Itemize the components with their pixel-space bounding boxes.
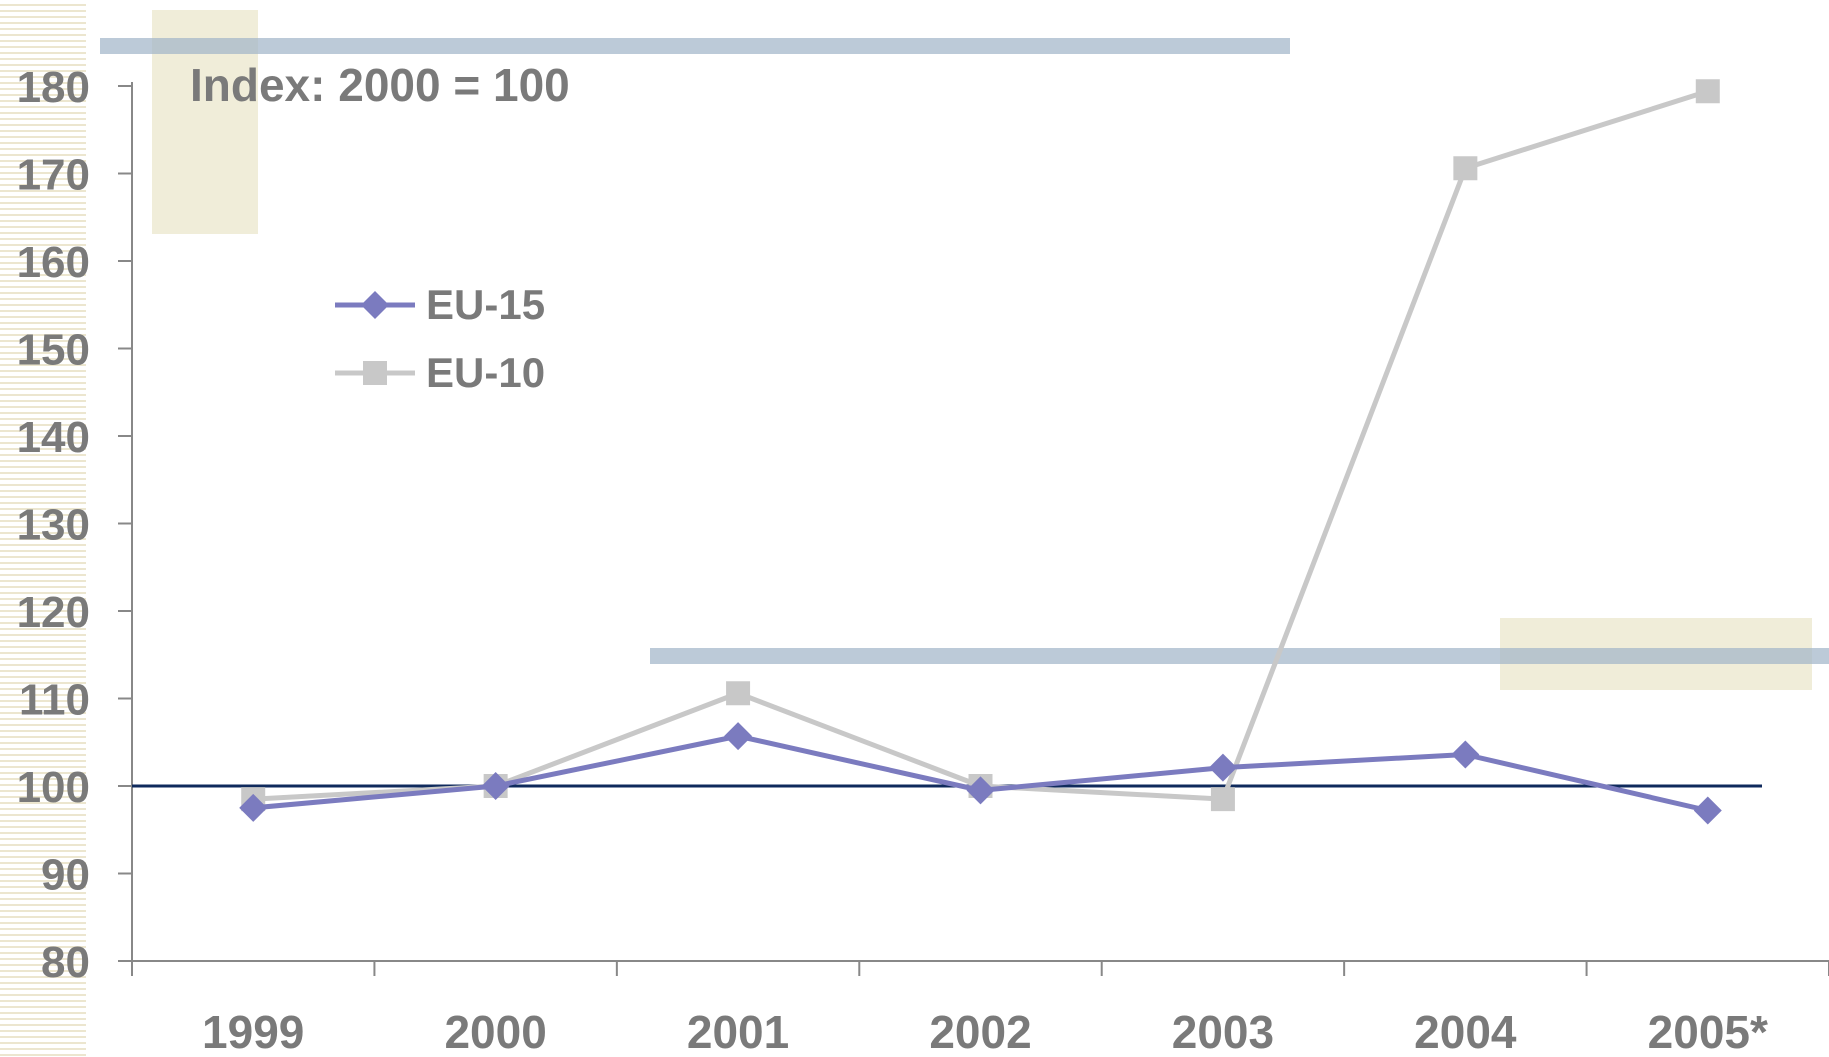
y-tick-label: 170 [17, 151, 90, 200]
decorative-stripe [0, 0, 86, 1057]
decorative-bar-middle [650, 648, 1829, 664]
x-tick-label: 2000 [444, 1006, 546, 1057]
y-tick-label: 80 [41, 938, 90, 987]
series-group [239, 79, 1722, 825]
legend-marker [361, 291, 389, 319]
series-eu-15 [239, 722, 1722, 825]
legend-item: EU-15 [335, 281, 545, 328]
data-point [1451, 740, 1480, 769]
axes [131, 82, 1829, 962]
y-tick-label: 140 [17, 413, 90, 462]
data-point [1453, 156, 1478, 181]
data-point [1695, 79, 1720, 104]
data-point [1693, 796, 1722, 825]
y-tick-label: 160 [17, 238, 90, 287]
x-tick-label: 2004 [1414, 1006, 1517, 1057]
x-tick-label: 2005* [1648, 1006, 1768, 1057]
legend: EU-15 EU-10 [335, 281, 545, 396]
series-line [253, 88, 1709, 802]
series-eu-10 [241, 79, 1720, 812]
legend-item: EU-10 [335, 349, 545, 396]
x-tick-label: 2001 [687, 1006, 789, 1057]
chart-title: Index: 2000 = 100 [190, 59, 570, 111]
data-point [239, 793, 268, 822]
y-tick-label: 120 [17, 588, 90, 637]
x-axis-ticks: 1999 2000 2001 2002 2003 2004 2005* [131, 961, 1829, 1057]
y-tick-label: 180 [17, 63, 90, 112]
y-tick-label: 90 [41, 851, 90, 900]
legend-label: EU-10 [426, 349, 545, 396]
data-point [1210, 787, 1235, 812]
decorative-bar-top [100, 38, 1290, 54]
data-point [481, 772, 510, 800]
data-point [726, 681, 751, 706]
y-tick-label: 110 [19, 676, 90, 725]
y-tick-label: 150 [17, 326, 90, 375]
data-point [724, 722, 753, 751]
x-tick-label: 1999 [202, 1006, 304, 1057]
legend-marker [363, 361, 387, 385]
data-point [1208, 753, 1237, 782]
y-tick-label: 100 [17, 763, 90, 812]
x-tick-label: 2002 [929, 1006, 1031, 1057]
y-axis-ticks: 80 90 100 110 120 130 140 150 160 170 180 [17, 63, 132, 987]
x-tick-label: 2003 [1172, 1006, 1274, 1057]
y-tick-label: 130 [17, 501, 90, 550]
legend-label: EU-15 [426, 281, 545, 328]
data-point [966, 776, 995, 805]
